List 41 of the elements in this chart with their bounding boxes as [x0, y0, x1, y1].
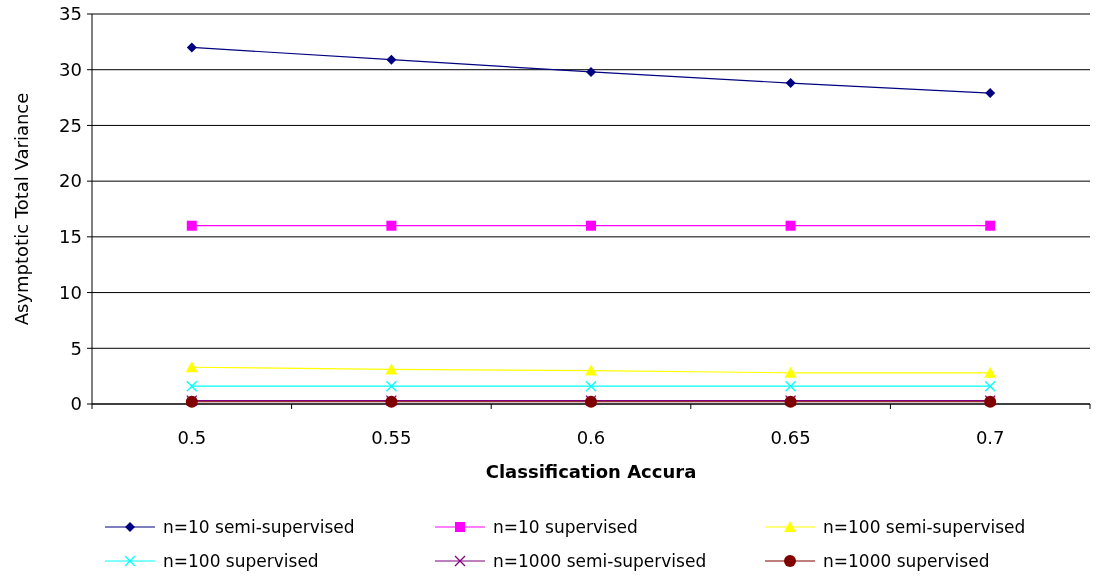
point — [785, 220, 796, 231]
y-tick-label: 35 — [59, 3, 82, 25]
point — [586, 66, 596, 77]
legend-label: n=10 supervised — [493, 516, 638, 537]
point — [784, 380, 797, 392]
point — [586, 220, 596, 231]
x-tick-label: 0.5 — [177, 427, 207, 448]
point — [186, 220, 197, 231]
point — [386, 220, 397, 231]
x-tick-label: 0.65 — [770, 427, 811, 448]
y-tick-label: 0 — [70, 393, 82, 415]
legend-label: n=100 supervised — [163, 550, 319, 571]
legend-label: n=100 semi-supervised — [823, 516, 1026, 537]
x-tick-label: 0.7 — [975, 427, 1005, 448]
point — [985, 88, 996, 99]
y-tick-label: 25 — [59, 114, 82, 136]
legend-label: n=10 semi-supervised — [163, 516, 355, 537]
y-tick-label: 10 — [59, 281, 82, 303]
point — [186, 42, 197, 53]
point — [785, 78, 796, 89]
point — [984, 366, 997, 378]
legend-label: n=1000 semi-supervised — [493, 550, 707, 571]
point — [185, 361, 198, 373]
point — [985, 220, 996, 231]
point — [186, 380, 198, 392]
point — [585, 380, 597, 392]
x-tick-label: 0.6 — [576, 427, 606, 448]
point — [585, 364, 597, 376]
point — [385, 363, 398, 375]
y-tick-label: 15 — [59, 226, 82, 248]
point — [385, 380, 398, 392]
point — [984, 380, 996, 392]
legend-label: n=1000 supervised — [823, 550, 990, 571]
x-axis-title: Classification Accura — [485, 461, 697, 482]
y-axis-title: Asymptotic Total Variance — [11, 92, 32, 326]
y-tick-label: 30 — [59, 59, 82, 81]
y-tick-label: 5 — [70, 337, 82, 359]
point — [784, 366, 797, 378]
point — [386, 54, 397, 65]
y-tick-label: 20 — [59, 170, 82, 192]
x-tick-label: 0.55 — [371, 427, 412, 448]
